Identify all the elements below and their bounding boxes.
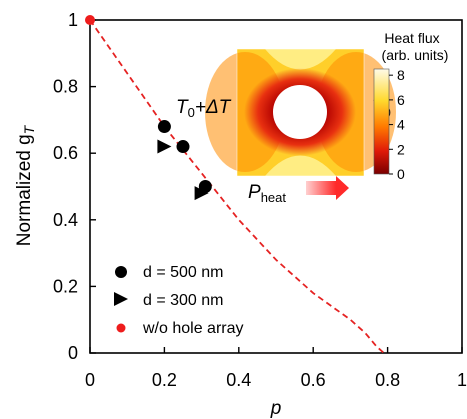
y-axis-label-main: Normalized g [14,134,35,246]
x-tick-label: 0.6 [301,370,326,390]
model-curve [89,19,385,354]
data-point-d500 [176,140,190,154]
inset-map-border [236,48,365,177]
colorbar [373,68,390,175]
colorbar-tick-label: 4 [397,117,405,133]
data-point-d300 [157,139,172,154]
data-point-d500 [198,180,212,193]
colorbar-tick-label: 0 [397,166,405,182]
plot-frame [89,19,463,354]
inset-heat-sub: heat [261,190,287,205]
inset-left-sub: 0 [188,105,195,120]
colorbar-title-line2: (arb. units) [382,47,449,63]
y-tick-label: 0.4 [53,210,78,230]
x-tick-label: 1 [457,370,467,390]
y-tick-label: 0 [68,343,78,363]
x-tick-label: 0.2 [152,370,177,390]
x-tick-label: 0.4 [226,370,251,390]
colorbar-ticks: 0 2 4 6 8 [389,67,405,182]
inset-hole [273,85,327,139]
colorbar-tick-label: 2 [397,141,405,157]
colorbar-tick-label: 8 [397,67,405,83]
y-axis-label: Normalized gT [14,124,37,246]
y-axis-label-sub: T [21,124,37,134]
y-tick-label: 0.8 [53,77,78,97]
inset-heat-P: P [248,182,261,203]
inset-heat-map [205,48,396,177]
data-point-d500 [157,120,171,134]
inset-map-top-lobe [265,49,336,70]
y-tick-label: 1 [68,10,78,30]
inset-left-temperature-label: T0+ΔT [176,97,232,120]
y-tick-label: 0.2 [53,276,78,296]
legend-marker-d500 [115,266,127,278]
heat-arrow-icon [306,176,349,200]
x-tick-label: 0 [85,370,95,390]
axes: 0 0.2 0.4 0.6 0.8 1 0 0.2 0.4 0.6 0.8 1 [53,10,467,390]
legend: d = 500 nm d = 300 nm w/o hole array [114,264,244,337]
data-point-d300 [194,186,209,201]
legend-label-d300: d = 300 nm [143,292,224,309]
inset-heat-label: Pheat [248,182,286,205]
x-tick-label: 0.8 [375,370,400,390]
legend-label-no-hole: w/o hole array [142,320,244,337]
legend-marker-d300 [114,292,128,306]
data-points [85,15,212,201]
x-axis-label: p [270,398,282,419]
colorbar-tick-label: 6 [397,92,405,108]
legend-marker-no-hole [116,323,126,333]
inset-left-suffix: +ΔT [195,97,232,118]
y-tick-label: 0.6 [53,143,78,163]
legend-label-d500: d = 500 nm [143,264,224,281]
inset-map-bottom-lobe [265,155,336,176]
inset-left-T: T [176,97,189,118]
data-point-no-hole [85,15,95,25]
colorbar-title-line1: Heat flux [384,30,439,46]
